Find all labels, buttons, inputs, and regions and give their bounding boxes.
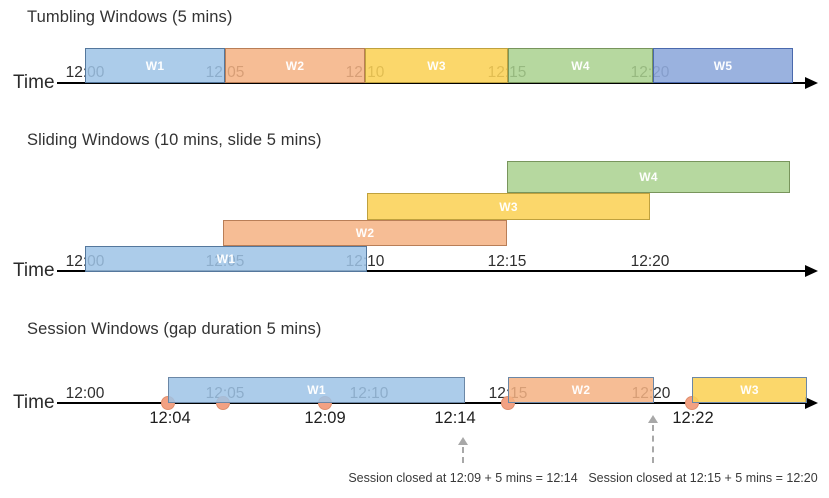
session-close-annotation-2: Session closed at 12:15 + 5 mins = 12:20 [588,471,818,485]
session-time-label: Time [13,392,55,413]
event-time-1214: 12:14 [434,409,476,427]
sliding-axis-arrowhead-icon [805,265,818,277]
session-window-w3: W3 [692,377,807,403]
sliding-window-w4: W4 [507,161,790,193]
window-label: W3 [427,58,446,73]
annotation-arrow-stem [652,425,654,463]
window-label: W1 [216,252,236,266]
tumbling-title: Tumbling Windows (5 mins) [27,8,233,26]
window-label: W3 [740,383,759,397]
session-axis-line [57,402,807,404]
event-time-1204: 12:04 [149,409,191,427]
sliding-window-w3: W3 [367,193,650,220]
tumbling-time-label: Time [13,72,55,93]
session-close-annotation-1: Session closed at 12:09 + 5 mins = 12:14 [348,471,578,485]
event-time-1209: 12:09 [304,409,346,427]
annotation-arrow-stem [462,447,464,463]
sliding-tick-1215: 12:15 [487,253,527,270]
tumbling-window-w1: W1 [85,48,225,83]
window-label: W4 [571,58,590,73]
session-tick-1200: 12:00 [65,385,105,402]
tumbling-window-w3: W3 [365,48,508,83]
sliding-axis-line [57,270,807,272]
session-axis-arrowhead-icon [805,397,818,409]
tumbling-axis-line [57,82,807,84]
window-label: W2 [571,383,591,397]
sliding-time-label: Time [13,260,55,281]
tumbling-window-w5: W5 [653,48,793,83]
annotation-up-arrow-icon [458,437,468,445]
window-label: W4 [639,170,658,184]
tumbling-axis-arrowhead-icon [805,77,818,89]
window-label: W1 [145,58,165,73]
window-label: W5 [713,58,733,73]
session-window-w2: W2 [508,377,654,403]
window-label: W1 [307,383,326,397]
event-time-1222: 12:22 [672,409,714,427]
window-label: W3 [499,199,518,214]
session-title: Session Windows (gap duration 5 mins) [27,320,322,338]
session-window-w1: W1 [168,377,465,403]
tumbling-window-w2: W2 [225,48,365,83]
window-label: W2 [355,226,375,240]
sliding-tick-1220: 12:20 [630,253,670,270]
sliding-window-w1: W1 [85,246,367,272]
sliding-window-w2: W2 [223,220,507,246]
sliding-title: Sliding Windows (10 mins, slide 5 mins) [27,131,322,149]
window-label: W2 [285,58,305,73]
annotation-up-arrow-icon [648,415,658,423]
tumbling-window-w4: W4 [508,48,653,83]
